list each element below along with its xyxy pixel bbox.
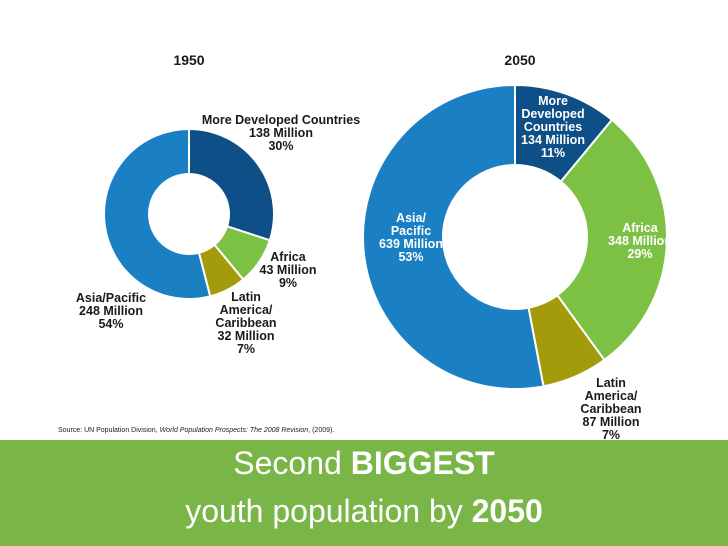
category-label: Africa — [622, 221, 658, 235]
value-label: 7% — [601, 428, 621, 442]
donut-slice — [188, 127, 275, 242]
amount-label: 248 Million — [79, 304, 143, 318]
amount-label: 32 Million — [217, 329, 275, 343]
source-prefix: Source: UN Population Division, — [58, 427, 160, 434]
slice-label: Asia/Pacific 248 Million 54% — [76, 292, 146, 331]
amount-label: 134 Million — [521, 133, 585, 147]
slice-label: More Developed Countries 134 Million 11% — [521, 95, 585, 160]
footer-text: Second — [233, 445, 351, 481]
category-label: Latin America/ Caribbean — [580, 376, 642, 416]
slice-label: Africa 348 Million 29% — [608, 222, 672, 261]
amount-label: 87 Million — [582, 415, 640, 429]
value-label: 53% — [398, 250, 424, 264]
category-label: Asia/ Pacific — [390, 211, 432, 238]
footer-text: youth population by — [185, 493, 472, 529]
donut-slice — [555, 118, 668, 362]
value-label: 54% — [98, 317, 124, 331]
value-label: 7% — [236, 342, 256, 356]
category-label: Africa — [270, 250, 306, 264]
slice-label: More Developed Countries 138 Million 30% — [202, 114, 360, 153]
category-label: Latin America/ Caribbean — [215, 290, 277, 330]
slice-label: Latin America/ Caribbean 87 Million 7% — [580, 377, 641, 442]
footer-band — [0, 440, 728, 546]
amount-label: 639 Million — [379, 237, 443, 251]
footer-emphasis: BIGGEST — [350, 445, 495, 481]
source-note: Source: UN Population Division, World Po… — [58, 427, 334, 434]
category-label: More Developed Countries — [521, 94, 585, 134]
slice-label: Africa 43 Million 9% — [260, 251, 317, 290]
value-label: 9% — [278, 276, 298, 290]
footer-emphasis: 2050 — [471, 493, 543, 529]
amount-label: 43 Million — [259, 263, 317, 277]
slice-label: Asia/ Pacific 639 Million 53% — [379, 212, 443, 264]
source-title: World Population Prospects: The 2008 Rev… — [159, 427, 309, 434]
donut-slice — [362, 83, 545, 390]
category-label: Asia/Pacific — [75, 291, 147, 305]
chart-title: 1950 — [173, 52, 205, 68]
value-label: 30% — [268, 139, 294, 153]
amount-label: 348 Million — [608, 234, 672, 248]
chart-title: 2050 — [504, 52, 536, 68]
value-label: 29% — [627, 247, 653, 261]
value-label: 11% — [540, 146, 566, 160]
slice-label: Latin America/ Caribbean 32 Million 7% — [215, 291, 276, 356]
footer-line: youth population by 2050 — [0, 493, 728, 530]
source-suffix: , (2009). — [308, 427, 335, 434]
amount-label: 138 Million — [249, 126, 313, 140]
footer-line: Second BIGGEST — [0, 445, 728, 482]
donut-slice — [103, 127, 212, 300]
category-label: More Developed Countries — [201, 113, 361, 127]
